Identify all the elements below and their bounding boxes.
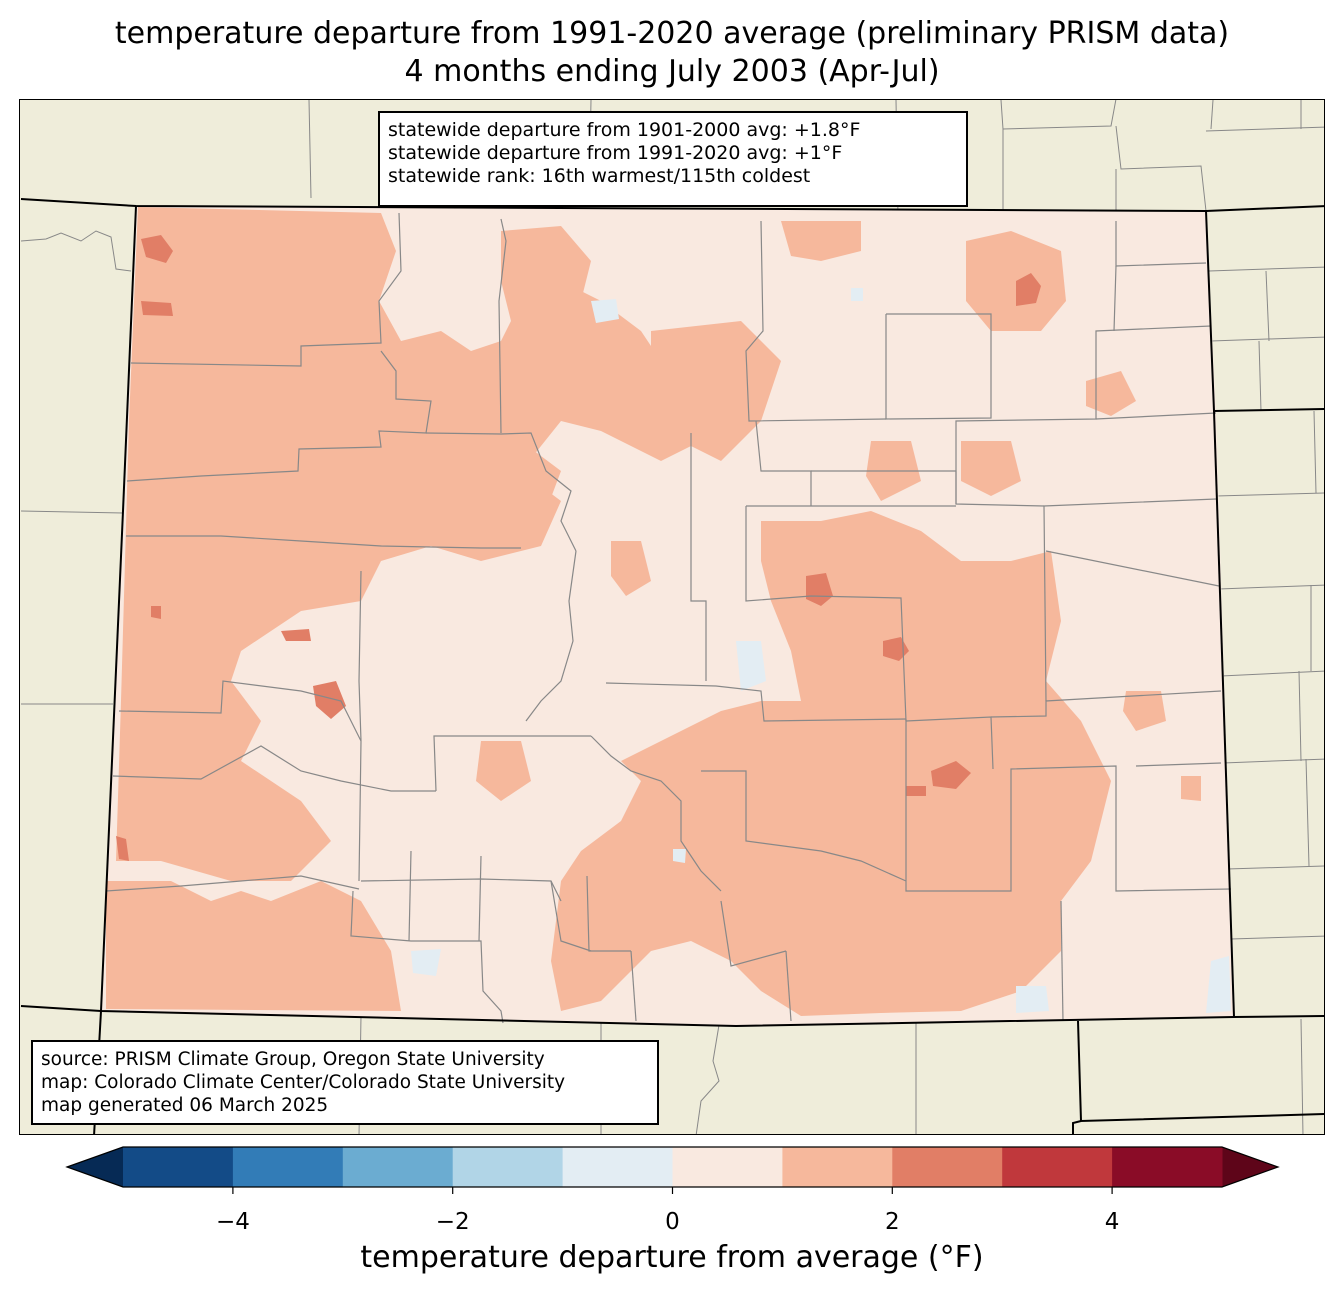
cool-anomaly-regions: [411, 288, 1231, 1013]
colorbar-bin: [342, 1147, 454, 1187]
colorbar-bin: [562, 1147, 673, 1187]
colorbar-bin: [892, 1147, 1003, 1187]
colorbar-bin: [232, 1147, 344, 1187]
colorbar-bin: [452, 1147, 564, 1187]
county-lines: [105, 212, 1232, 1024]
stats-line-1991-2020: statewide departure from 1991-2020 avg: …: [388, 142, 843, 164]
colorbar-bin: [1002, 1147, 1113, 1187]
colorbar-extend-low: [67, 1147, 123, 1187]
map-credit-line: map: Colorado Climate Center/Colorado St…: [41, 1072, 566, 1093]
statewide-stats-box: statewide departure from 1901-2000 avg: …: [378, 111, 968, 207]
colorbar-bin: [123, 1147, 234, 1187]
warmer-anomaly-regions: [116, 235, 1041, 861]
state-borders: [20, 198, 1324, 1134]
stats-line-rank: statewide rank: 16th warmest/115th colde…: [388, 165, 811, 187]
colorbar-tick-label: 4: [1105, 1209, 1120, 1235]
source-line: source: PRISM Climate Group, Oregon Stat…: [41, 1049, 545, 1070]
stats-line-1901-2000: statewide departure from 1901-2000 avg: …: [388, 119, 861, 141]
colorbar-bin: [782, 1147, 893, 1187]
colorbar-bin: [1112, 1147, 1223, 1187]
colorbar-bin: [672, 1147, 783, 1187]
generated-date-line: map generated 06 March 2025: [41, 1095, 329, 1116]
colorado-map: [20, 100, 1324, 1134]
colorbar-tick-label: 0: [665, 1209, 680, 1235]
map-panel: [19, 99, 1325, 1135]
warm-anomaly-regions: [106, 207, 1201, 1016]
map-subtitle: 4 months ending July 2003 (Apr-Jul): [404, 54, 940, 89]
colorbar-outline: [65, 1146, 1280, 1188]
colorbar: −4 −2 0 2 4: [65, 1146, 1280, 1235]
colorbar-tick-label: −4: [216, 1209, 250, 1235]
map-title: temperature departure from 1991-2020 ave…: [114, 16, 1230, 51]
colorbar-extend-high: [1222, 1147, 1278, 1187]
colorbar-label: temperature departure from average (°F): [360, 1240, 984, 1275]
colorbar-tick-label: −2: [436, 1209, 470, 1235]
colorbar-tick-label: 2: [885, 1209, 900, 1235]
source-box: source: PRISM Climate Group, Oregon Stat…: [31, 1040, 659, 1125]
